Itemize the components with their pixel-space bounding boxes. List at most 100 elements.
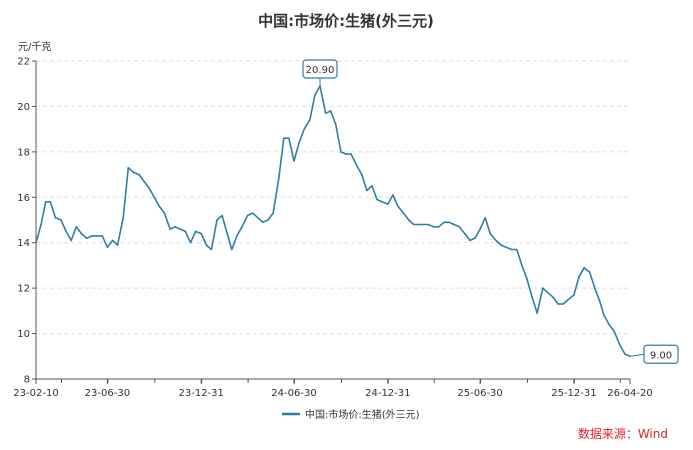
data-point [44, 201, 47, 203]
y-axis-ticks: 8 10 12 14 16 18 20 22 [17, 57, 36, 386]
data-point [542, 287, 544, 289]
x-axis-ticks: 23-02-10 23-06-30 23-12-31 24-06-30 24-12-31… [13, 379, 653, 399]
data-point [174, 226, 176, 228]
data-point [422, 223, 424, 226]
data-point [65, 230, 67, 233]
data-point [35, 241, 37, 244]
y-tick-label: 12 [17, 284, 30, 295]
data-point [205, 244, 208, 246]
data-point [221, 214, 223, 217]
callout-box [302, 59, 338, 79]
data-point [516, 248, 518, 251]
data-point [557, 303, 559, 305]
data-point [624, 353, 626, 355]
data-point [210, 248, 213, 251]
data-point [345, 153, 347, 155]
data-point [588, 271, 591, 274]
data-point [366, 189, 368, 192]
source-note: 数据来源：Wind [578, 426, 668, 441]
data-point [189, 241, 192, 244]
data-point [116, 244, 119, 246]
x-tick-label: 24-12-31 [365, 388, 410, 399]
data-point [407, 219, 410, 221]
data-point [397, 205, 399, 208]
data-point [158, 205, 161, 208]
data-point [526, 278, 528, 280]
legend[interactable]: 中国:市场价:生猪(外三元) [282, 408, 420, 421]
data-point [521, 264, 523, 267]
data-point [474, 237, 476, 239]
data-point [361, 173, 363, 176]
data-point [505, 246, 507, 249]
data-point [573, 294, 575, 296]
data-point [40, 223, 42, 226]
axes [35, 61, 630, 380]
data-point [96, 235, 98, 237]
y-tick-label: 8 [24, 375, 30, 386]
data-point [432, 226, 435, 228]
annotations: 20.90 9.00 [302, 59, 679, 364]
data-point [355, 164, 358, 167]
data-point [458, 226, 461, 228]
y-axis-label: 元/千克 [18, 41, 51, 53]
y-tick-label: 10 [17, 329, 30, 340]
data-point [427, 223, 429, 226]
data-point [91, 235, 93, 237]
data-point [489, 232, 492, 235]
data-point [402, 212, 405, 214]
data-point [562, 303, 564, 305]
data-point [169, 228, 171, 230]
y-tick-label: 16 [17, 193, 30, 204]
data-point [75, 226, 78, 228]
data-point [547, 291, 549, 294]
data-point [288, 137, 290, 139]
x-tick-label: 24-06-30 [271, 388, 316, 399]
data-point [500, 244, 502, 246]
data-point [106, 246, 109, 249]
data-point [438, 226, 440, 228]
data-point [216, 219, 218, 221]
data-point [246, 214, 249, 217]
data-point [329, 110, 332, 112]
y-tick-label: 14 [17, 238, 30, 249]
data-point [371, 185, 373, 187]
data-point [603, 314, 605, 317]
data-point [381, 201, 384, 203]
data-point [122, 216, 124, 219]
data-point [70, 239, 72, 242]
x-tick-label: 23-02-10 [13, 388, 58, 399]
data-point [417, 223, 419, 226]
data-point [143, 180, 145, 183]
data-point [613, 330, 615, 333]
data-point [495, 239, 497, 242]
x-tick-label: 25-12-31 [551, 388, 596, 399]
data-point [583, 266, 585, 269]
data-point [80, 232, 83, 235]
data-point [531, 296, 533, 299]
data-point [184, 230, 187, 233]
data-point [510, 248, 513, 251]
data-point [350, 153, 352, 155]
data-point [251, 212, 254, 214]
x-tick-label: 23-12-31 [179, 388, 224, 399]
data-point [453, 223, 455, 226]
data-point [309, 119, 311, 121]
data-point [132, 171, 135, 174]
data-point [111, 239, 114, 242]
data-point [262, 221, 264, 224]
data-point [267, 219, 269, 221]
data-point [314, 94, 316, 96]
data-point [376, 198, 378, 201]
y-tick-label: 22 [17, 57, 30, 68]
data-point [272, 212, 274, 214]
data-point [608, 323, 610, 326]
series-line [35, 85, 631, 358]
callout-box [643, 344, 679, 364]
data-point [536, 312, 538, 314]
data-point [578, 276, 580, 278]
data-point [101, 235, 104, 237]
data-point [49, 201, 52, 203]
data-point [153, 196, 156, 199]
data-point [567, 298, 570, 301]
